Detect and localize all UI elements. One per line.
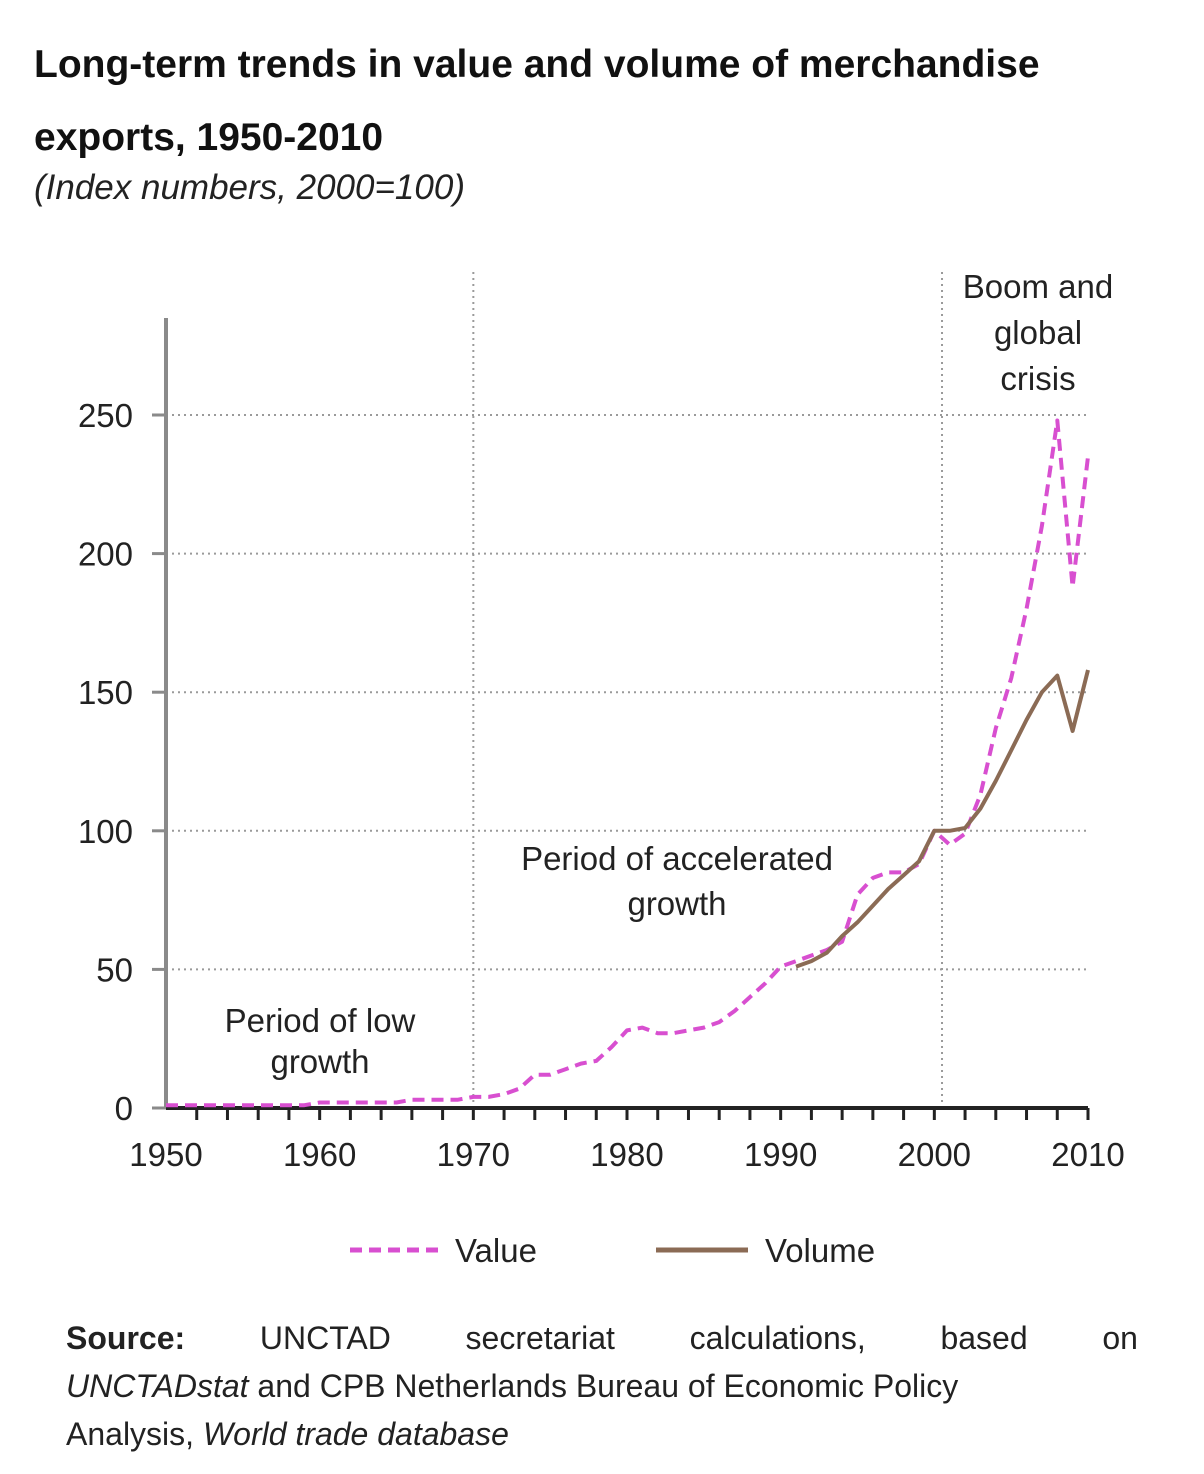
source-italic-db: World trade database [202, 1416, 509, 1452]
annotation-text: Period of accelerated [521, 840, 833, 877]
source-word: calculations, [689, 1320, 866, 1356]
annotation-text: crisis [1000, 360, 1075, 397]
x-tick-label: 1980 [590, 1136, 663, 1173]
source-text: and CPB Netherlands Bureau of Economic P… [248, 1368, 959, 1404]
annotation-text: Boom and [963, 268, 1113, 305]
legend: Value Volume [350, 1232, 875, 1269]
annotation-text: growth [627, 885, 726, 922]
series-lines [166, 418, 1090, 1108]
x-tick-label: 1960 [283, 1136, 356, 1173]
period-dividers [472, 272, 944, 1108]
source-word: UNCTAD [259, 1320, 391, 1356]
axes: 0 50 100 150 200 250 1950 1960 1970 1980 1990 2000 2… [78, 317, 1125, 1173]
source-line-3: Analysis, World trade database [66, 1410, 1138, 1458]
legend-label-volume: Volume [765, 1232, 875, 1269]
source-word: based [940, 1320, 1028, 1356]
annotations: Period of low growth Period of accelerated… [225, 268, 1114, 1080]
source-line-2: UNCTADstat and CPB Netherlands Bureau of… [66, 1362, 1138, 1410]
source-line-1: Source: UNCTAD secretariat calculations,… [66, 1314, 1138, 1362]
y-tick-label: 100 [78, 813, 133, 850]
chart-title: Long-term trends in value and volume of … [34, 43, 1040, 159]
y-tick-label: 50 [96, 951, 133, 988]
source-word: on [1102, 1320, 1138, 1356]
x-tick-label: 1990 [744, 1136, 817, 1173]
x-tick-label: 2000 [898, 1136, 971, 1173]
source-text: Analysis, [66, 1416, 203, 1452]
source-word: secretariat [465, 1320, 615, 1356]
y-tick-label: 150 [78, 674, 133, 711]
legend-label-value: Value [455, 1232, 537, 1269]
x-tick-label: 2010 [1051, 1136, 1124, 1173]
source-note: Source: UNCTAD secretariat calculations,… [66, 1314, 1138, 1458]
x-tick-label: 1970 [437, 1136, 510, 1173]
source-label: Source: [66, 1320, 186, 1356]
series-volume-line [795, 669, 1090, 969]
y-tick-label: 0 [115, 1090, 133, 1127]
source-italic-db: UNCTADstat [66, 1368, 249, 1404]
annotation-text: Period of low [225, 1002, 416, 1039]
annotation-text: global [994, 314, 1082, 351]
y-tick-label: 250 [78, 397, 133, 434]
chart-subtitle: (Index numbers, 2000=100) [34, 168, 465, 207]
y-tick-label: 200 [78, 536, 133, 573]
x-tick-label: 1950 [129, 1136, 202, 1173]
line-chart: 0 50 100 150 200 250 1950 1960 1970 1980 1990 2000 2… [78, 268, 1125, 1269]
annotation-text: growth [270, 1043, 369, 1080]
